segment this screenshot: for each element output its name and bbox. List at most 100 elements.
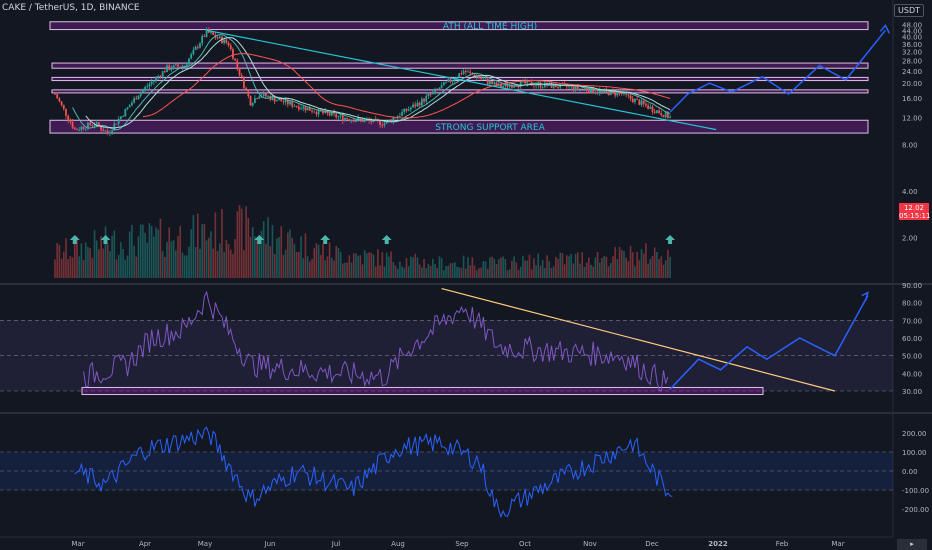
candle-body (91, 125, 94, 126)
candle-body (128, 105, 131, 108)
volume-bar (221, 208, 223, 278)
symbol-title[interactable]: CAKE / TetherUS, 1D, BINANCE (2, 3, 140, 13)
candle-body (115, 123, 118, 125)
candle-body (152, 80, 155, 82)
volume-bar (416, 257, 419, 278)
volume-bar (634, 266, 636, 278)
volume-bar (609, 262, 612, 278)
volume-bar (159, 218, 162, 278)
projection-arrowhead (879, 23, 891, 34)
candle-body (76, 129, 78, 131)
candle-body (330, 112, 333, 116)
volume-bar (559, 252, 562, 278)
volume-bar (363, 250, 366, 278)
volume-bar (653, 247, 656, 278)
volume-bar (418, 264, 421, 278)
candle-body (300, 108, 302, 110)
candle-body (370, 120, 373, 123)
volume-bar (526, 260, 529, 278)
volume-bar (104, 226, 107, 278)
candle-body (396, 116, 399, 119)
volume-bar (403, 267, 406, 278)
candle-body (297, 106, 300, 110)
candle-body (394, 117, 397, 119)
volume-bar (82, 260, 85, 278)
candle-body (269, 96, 272, 100)
support-arrow-icon (381, 235, 392, 244)
volume-bar (330, 257, 333, 278)
volume-bar (234, 239, 236, 278)
volume-bar (588, 257, 590, 278)
candle-body (596, 92, 599, 94)
cci-tick-label: -100.00 (902, 487, 929, 495)
volume-bar (377, 249, 379, 278)
candle-body (243, 76, 245, 88)
cci-tick-label: 200.00 (902, 430, 927, 438)
candle-body (427, 94, 430, 97)
volume-bar (295, 251, 298, 278)
candle-body (223, 39, 226, 43)
volume-bar (238, 205, 241, 278)
candle-body (163, 71, 166, 73)
volume-bar (493, 258, 496, 278)
volume-bar (210, 231, 212, 278)
volume-bar (201, 224, 203, 278)
candle-body (339, 115, 342, 117)
candle-body (247, 89, 250, 97)
candle-body (486, 78, 489, 84)
last-price: 12.02 (903, 204, 925, 212)
volume-bar (256, 238, 258, 278)
volume-bar (291, 237, 294, 278)
candle-body (201, 36, 204, 44)
volume-bar (642, 253, 645, 278)
volume-bar (462, 255, 465, 278)
candle-body (210, 32, 212, 34)
price-tick-label: 16.00 (902, 95, 922, 103)
candle-body (322, 111, 324, 114)
candle-body (137, 95, 140, 100)
volume-bar (623, 251, 625, 278)
volume-bar (62, 251, 65, 278)
candle-body (532, 85, 535, 87)
volume-bar (60, 258, 63, 278)
zone-label: ATH (ALL TIME HIGH) (443, 22, 537, 32)
volume-bar (605, 256, 608, 278)
candle-body (87, 122, 89, 129)
volume-bar (179, 225, 182, 278)
candle-body (212, 32, 215, 35)
volume-bar (522, 255, 524, 278)
candle-body (653, 111, 656, 113)
volume-bar (205, 240, 208, 278)
candle-body (568, 86, 570, 88)
candle-body (234, 58, 237, 61)
currency-unit[interactable]: USDT (894, 4, 924, 17)
volume-bar (335, 245, 337, 278)
volume-bar (482, 261, 485, 278)
volume-bar (491, 256, 493, 278)
volume-bar (269, 246, 272, 278)
volume-bar (326, 256, 329, 278)
volume-bar (596, 252, 599, 278)
volume-bar (594, 257, 597, 278)
volume-bar (183, 255, 186, 278)
volume-bar (561, 253, 564, 278)
candle-body (117, 118, 120, 124)
volume-bar (95, 240, 98, 278)
candle-body (594, 92, 597, 94)
candle-body (585, 88, 588, 91)
volume-bar (344, 262, 346, 278)
volume-bar (583, 266, 586, 278)
volume-bar (366, 253, 368, 278)
candle-body (120, 116, 122, 119)
volume-bar (405, 258, 408, 278)
candle-body (601, 89, 603, 91)
volume-bar (667, 249, 669, 278)
candle-body (383, 123, 386, 126)
volume-bar (139, 224, 142, 278)
volume-bar (577, 252, 579, 278)
candle-body (232, 49, 234, 59)
volume-bar (120, 242, 122, 278)
volume-bar (434, 264, 436, 278)
candle-body (227, 42, 230, 46)
candle-body (238, 67, 241, 76)
